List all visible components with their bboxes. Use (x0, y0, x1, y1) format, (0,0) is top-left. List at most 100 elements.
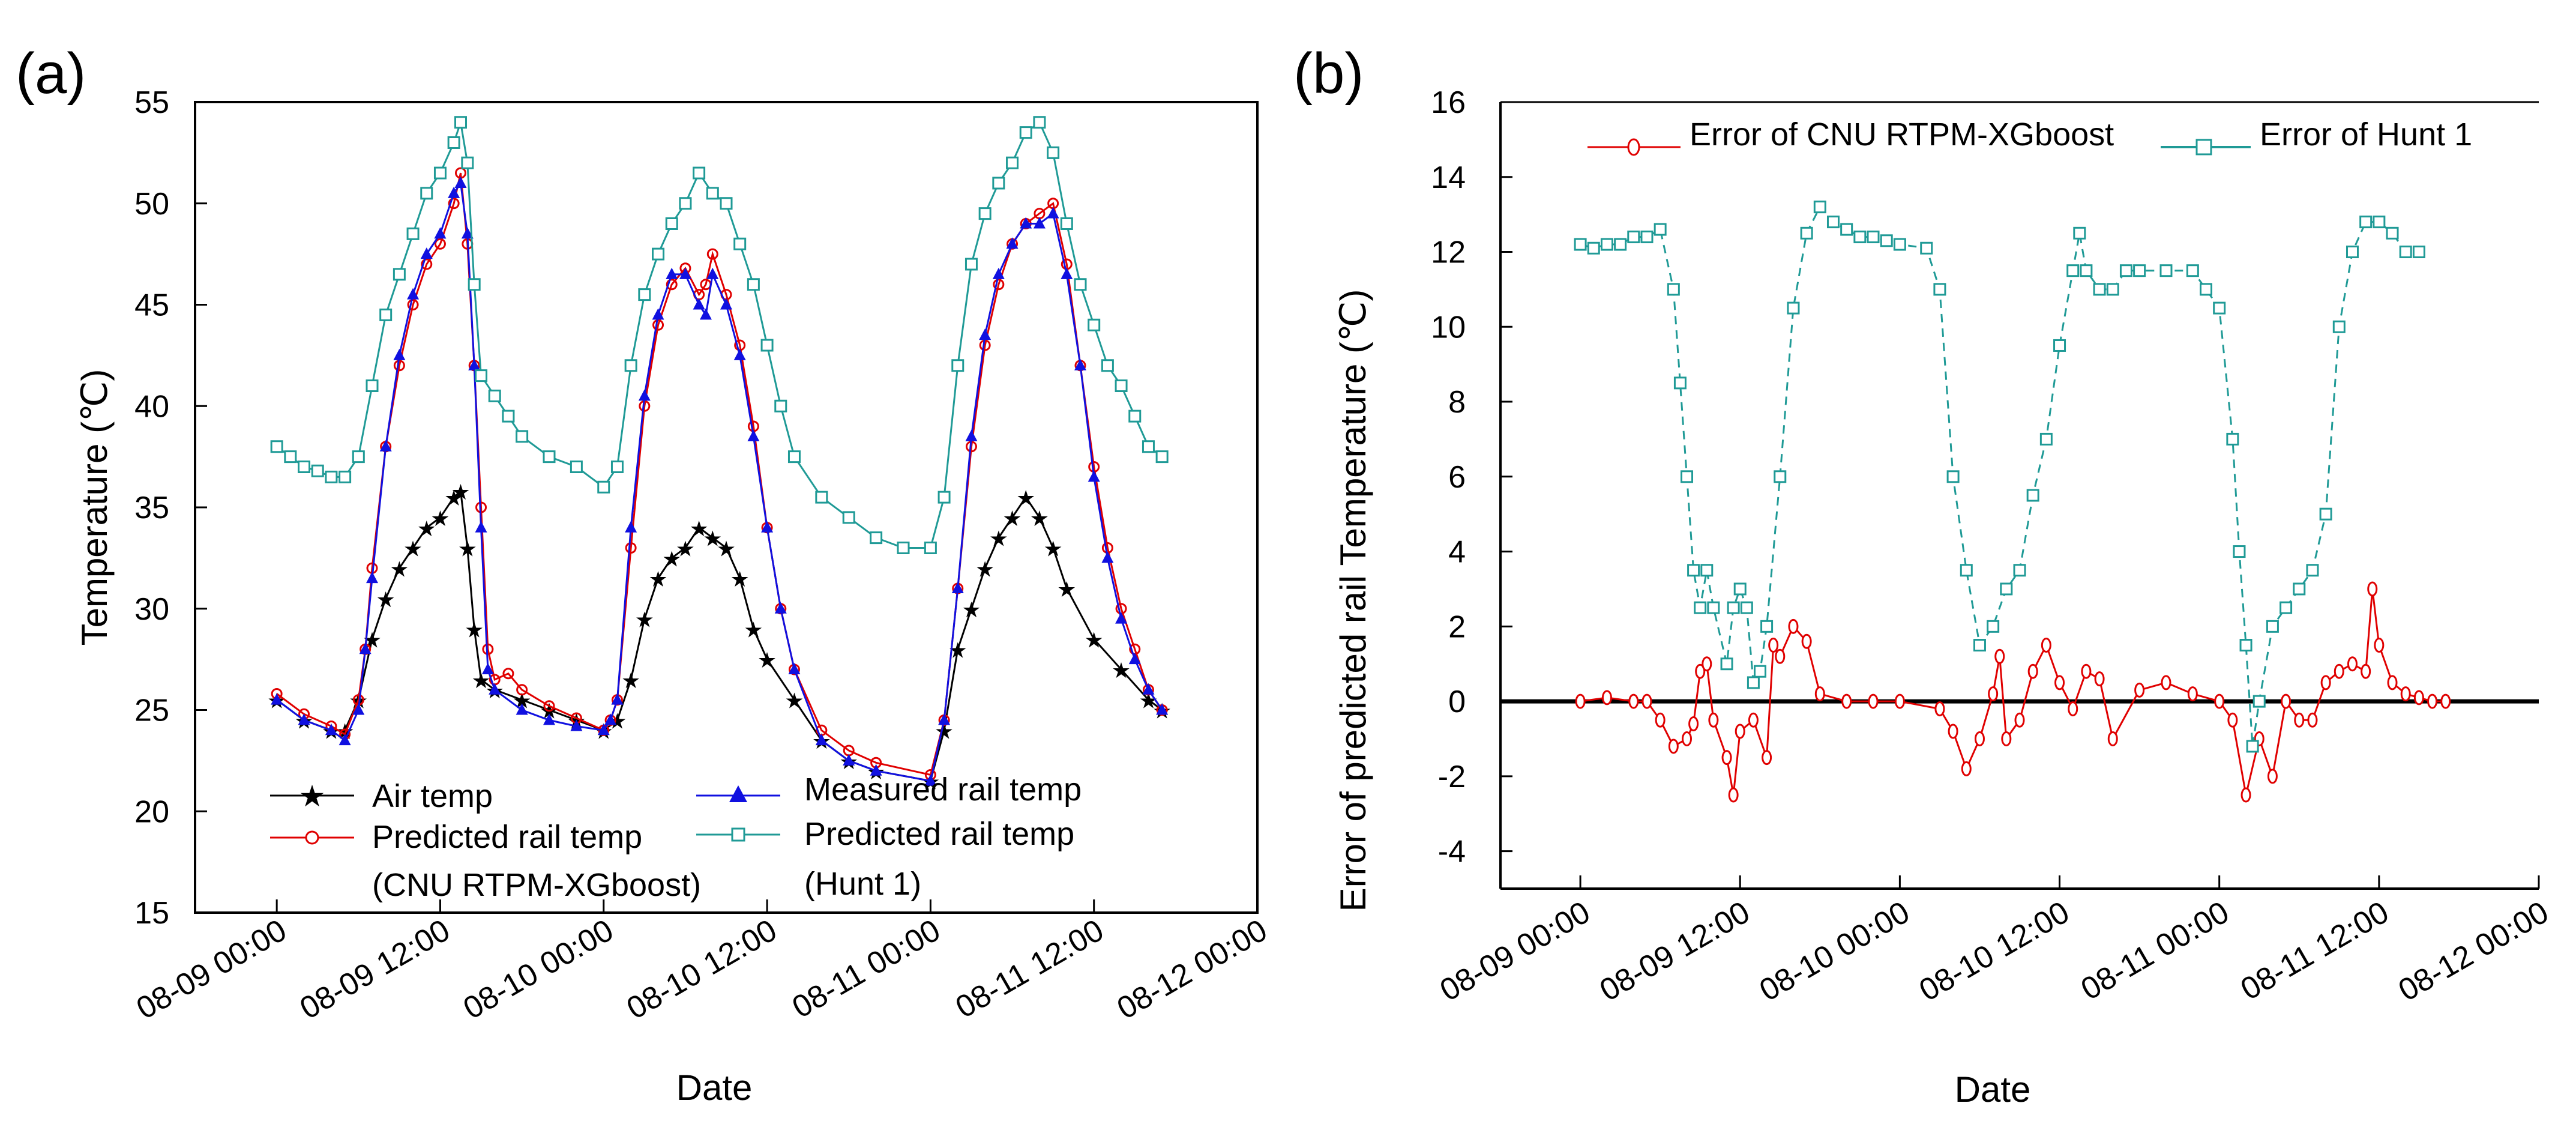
data-point (1061, 267, 1073, 279)
y-tick-label: 30 (134, 592, 169, 627)
x-tick-label: 08-10 00:00 (457, 913, 619, 1026)
data-point (2001, 731, 2012, 746)
data-point (366, 379, 379, 392)
data-point (1688, 716, 1699, 732)
y-tick-label: 16 (1431, 85, 1466, 120)
data-point (604, 713, 617, 725)
series-line-0 (276, 489, 1163, 782)
data-point (475, 521, 487, 533)
data-point (1787, 301, 1800, 315)
y-tick-label: 8 (1448, 385, 1466, 420)
data-point: ★ (676, 537, 695, 561)
data-point (1720, 657, 1733, 671)
data-point (870, 531, 883, 545)
data-point (516, 684, 528, 696)
data-point (1721, 750, 1732, 766)
data-point (2026, 489, 2039, 502)
data-point (489, 683, 501, 695)
data-point (761, 521, 774, 533)
x-tick-label: 08-09 00:00 (1434, 895, 1596, 1008)
data-point (1074, 358, 1086, 370)
data-point (815, 491, 828, 504)
data-point (1774, 470, 1787, 483)
data-point (1801, 633, 1812, 649)
data-point (611, 693, 624, 705)
data-point (2066, 264, 2080, 277)
panel-a-x-axis-title: Date (676, 1068, 753, 1108)
data-point (2053, 339, 2066, 352)
data-point (516, 430, 529, 443)
data-point (570, 461, 583, 473)
data-point (1814, 686, 1825, 702)
data-point (733, 348, 746, 360)
legend-error-hunt: Error of Hunt 1 (2260, 116, 2472, 153)
panel-b-y-ticks: -4 -2 0 2 4 6 8 10 12 14 16 (1431, 85, 1512, 869)
data-point (1747, 676, 1760, 689)
y-tick-label: 25 (134, 693, 169, 728)
data-point (652, 319, 664, 331)
data-point (325, 470, 338, 483)
data-point (352, 703, 365, 715)
data-point (2213, 301, 2226, 315)
data-point (1695, 663, 1706, 679)
x-tick-label: 08-12 00:00 (2393, 895, 2554, 1008)
data-point (339, 470, 352, 483)
data-point: ★ (1016, 486, 1035, 510)
data-point (924, 542, 937, 554)
data-point (2133, 264, 2146, 277)
data-point: ★ (390, 557, 409, 581)
data-point (597, 480, 610, 494)
data-point (1587, 241, 1600, 255)
data-point (488, 389, 501, 402)
y-tick-label: 35 (134, 491, 169, 525)
data-point: ★ (1030, 506, 1049, 531)
data-point (1668, 739, 1679, 754)
data-point (325, 724, 337, 736)
data-point: ★ (689, 516, 708, 541)
data-point (625, 521, 637, 533)
data-point (1128, 409, 1142, 423)
data-point (2359, 216, 2373, 229)
data-point (2399, 246, 2412, 259)
data-point (1987, 620, 2000, 633)
data-point (2233, 545, 2246, 558)
data-point: ★ (784, 689, 804, 713)
data-point (1974, 731, 1985, 746)
data-point (2367, 581, 2378, 597)
data-point (2246, 740, 2259, 753)
data-point (1088, 318, 1101, 331)
data-point (1960, 564, 1973, 577)
data-point (1788, 618, 1799, 634)
data-point: ★ (1112, 658, 1131, 683)
x-tick-label: 08-10 12:00 (621, 913, 783, 1026)
data-point: ★ (1085, 627, 1104, 652)
legend-predicted-xgboost-line2: (CNU RTPM-XGboost) (372, 867, 701, 903)
legend-predicted-hunt-line1: Predicted rail temp (804, 816, 1074, 852)
data-point (720, 197, 733, 210)
y-tick-label: 0 (1448, 684, 1466, 719)
data-point (2159, 264, 2173, 277)
data-point (652, 308, 664, 320)
data-point (468, 358, 481, 370)
y-tick-label: 45 (134, 288, 169, 323)
data-point (747, 278, 760, 291)
data-point (2013, 564, 2026, 577)
data-point (1775, 648, 1786, 664)
data-point (1934, 701, 1945, 717)
data-point (570, 719, 583, 731)
data-point (1708, 712, 1719, 728)
data-point (2226, 432, 2239, 446)
legend-measured-rail-temp: Measured rail temp (804, 772, 1082, 808)
data-point (448, 198, 460, 210)
data-point (1841, 693, 1852, 709)
panel-b-label: (b) (1293, 41, 1364, 106)
data-point (1019, 126, 1032, 139)
data-point (2306, 564, 2319, 577)
data-point: ★ (458, 537, 477, 561)
y-tick-label: 2 (1448, 609, 1466, 644)
data-point (1754, 665, 1766, 678)
data-point (652, 247, 665, 261)
data-point (2307, 712, 2318, 728)
data-point (1006, 237, 1019, 249)
